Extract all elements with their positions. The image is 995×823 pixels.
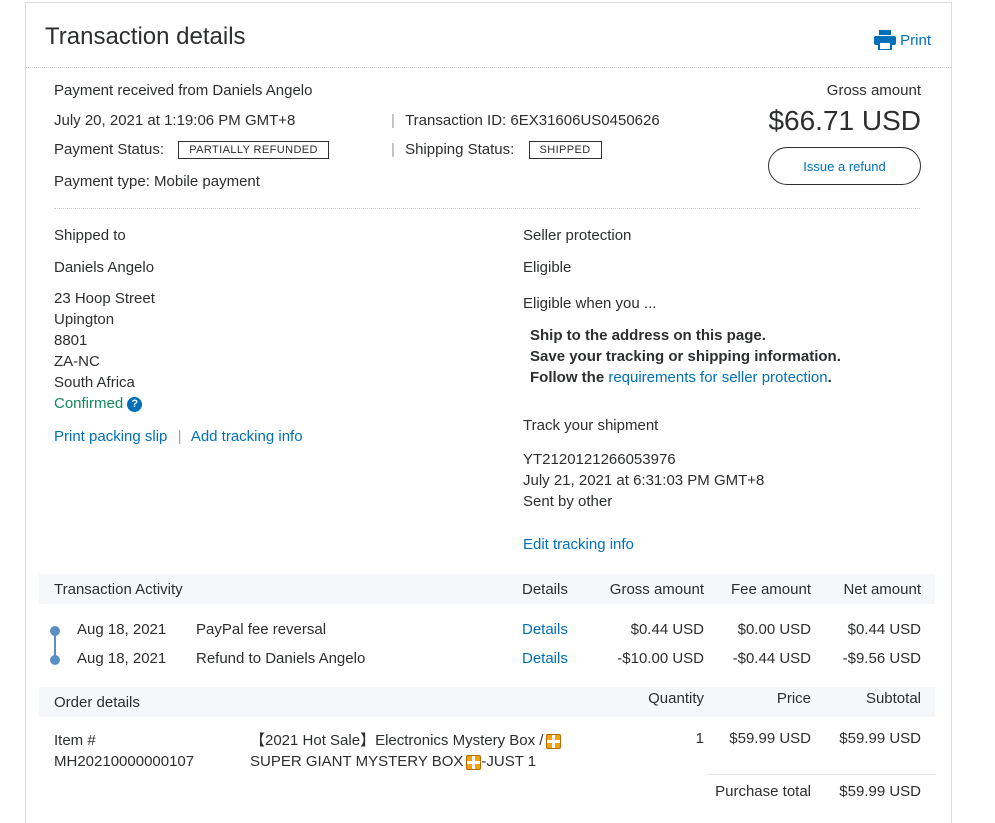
shipping-address: 23 Hoop Street Upington 8801 ZA-NC South… <box>54 288 155 414</box>
activity-header-gross: Gross amount <box>609 581 704 598</box>
payment-status-badge: PARTIALLY REFUNDED <box>178 141 329 160</box>
order-title: Order details <box>54 694 140 711</box>
seller-protection-status: Eligible <box>523 259 572 276</box>
address-status: Confirmed <box>54 395 124 412</box>
gross-amount-value: $66.71 USD <box>768 105 921 136</box>
item-label: Item # <box>54 732 96 749</box>
card-header: Transaction details Print <box>26 3 951 68</box>
tracking-info: YT2120121266053976 July 21, 2021 at 6:31… <box>523 449 764 512</box>
tracking-sent-by: Sent by other <box>523 493 613 510</box>
eligibility-item: Save your tracking or shipping informati… <box>530 348 841 365</box>
transaction-details-card: Transaction details Print Payment receiv… <box>25 2 952 823</box>
timeline-line <box>54 631 56 661</box>
item-price: $59.99 USD <box>729 730 811 747</box>
shipped-to-heading: Shipped to <box>54 227 126 244</box>
address-line: 8801 <box>54 332 88 349</box>
separator: | <box>391 141 395 158</box>
track-shipment-heading: Track your shipment <box>523 417 659 434</box>
seller-protection-heading: Seller protection <box>523 227 632 244</box>
question-icon[interactable]: ? <box>127 396 143 412</box>
eligible-when-label: Eligible when you ... <box>523 295 657 312</box>
eligibility-list: Ship to the address on this page. Save y… <box>530 325 841 388</box>
seller-protection-requirements-link[interactable]: requirements for seller protection <box>608 369 828 386</box>
address-line: Upington <box>54 311 115 328</box>
activity-title: Transaction Activity <box>54 581 183 598</box>
eligibility-item: Ship to the address on this page. <box>530 327 766 344</box>
order-header-subtotal: Subtotal <box>865 690 921 707</box>
edit-tracking-info-link[interactable]: Edit tracking info <box>523 536 634 553</box>
divider <box>706 774 935 775</box>
item-name: 【2021 Hot Sale】Electronics Mystery Box /… <box>250 730 562 772</box>
eligibility-item: Follow the requirements for seller prote… <box>530 369 832 386</box>
printer-icon <box>874 30 897 50</box>
activity-net: $0.44 USD <box>847 621 921 638</box>
activity-net: -$9.56 USD <box>842 650 921 667</box>
issue-refund-button[interactable]: Issue a refund <box>768 147 921 185</box>
activity-gross: -$10.00 USD <box>617 650 704 667</box>
address-line: 23 Hoop Street <box>54 290 155 307</box>
activity-date: Aug 18, 2021 <box>77 650 167 667</box>
timeline-dot <box>50 626 60 636</box>
shipping-status-label: Shipping Status: <box>405 141 515 158</box>
purchase-total-value: $59.99 USD <box>839 783 921 800</box>
activity-header-fee: Fee amount <box>730 581 811 598</box>
activity-description: Refund to Daniels Angelo <box>196 650 366 667</box>
gift-icon <box>546 733 562 749</box>
transaction-id: Transaction ID: 6EX31606US0450626 <box>405 112 660 129</box>
tracking-datetime: July 21, 2021 at 6:31:03 PM GMT+8 <box>523 472 765 489</box>
transaction-datetime: July 20, 2021 at 1:19:06 PM GMT+8 <box>54 112 296 129</box>
activity-details-link[interactable]: Details <box>522 621 568 638</box>
transaction-id-row: | Transaction ID: 6EX31606US0450626 <box>391 112 660 129</box>
activity-description: PayPal fee reversal <box>196 621 327 638</box>
gross-amount-label: Gross amount <box>826 82 921 99</box>
activity-fee: $0.00 USD <box>737 621 811 638</box>
item-number-cell: Item # MH20210000000107 <box>54 730 194 772</box>
item-number: MH20210000000107 <box>54 753 195 770</box>
purchase-total-label: Purchase total <box>715 783 811 800</box>
shipping-name: Daniels Angelo <box>54 259 155 276</box>
address-line: South Africa <box>54 374 135 391</box>
separator: | <box>391 112 395 129</box>
order-header-price: Price <box>776 690 811 707</box>
address-line: ZA-NC <box>54 353 100 370</box>
print-button[interactable]: Print <box>874 30 931 50</box>
tracking-number: YT2120121266053976 <box>523 451 676 468</box>
activity-fee: -$0.44 USD <box>732 650 811 667</box>
activity-details-link[interactable]: Details <box>522 650 568 667</box>
activity-date: Aug 18, 2021 <box>77 621 167 638</box>
activity-header-details: Details <box>522 581 568 598</box>
order-header-quantity: Quantity <box>648 690 704 707</box>
activity-header-net: Net amount <box>843 581 921 598</box>
payment-status-row: Payment Status: PARTIALLY REFUNDED <box>54 141 329 160</box>
item-quantity: 1 <box>695 730 704 747</box>
add-tracking-info-link[interactable]: Add tracking info <box>190 428 303 445</box>
received-from: Payment received from Daniels Angelo <box>54 82 313 99</box>
activity-gross: $0.44 USD <box>630 621 704 638</box>
divider <box>54 208 920 209</box>
shipping-status-badge: SHIPPED <box>528 141 602 160</box>
payment-status-label: Payment Status: <box>54 141 165 158</box>
print-label: Print <box>900 31 931 49</box>
payment-type: Payment type: Mobile payment <box>54 173 260 190</box>
separator: | <box>177 428 182 445</box>
print-packing-slip-link[interactable]: Print packing slip <box>54 428 168 445</box>
gift-icon <box>466 754 482 770</box>
timeline-dot <box>50 655 60 665</box>
item-subtotal: $59.99 USD <box>839 730 921 747</box>
order-header-bar <box>39 687 935 717</box>
shipping-links: Print packing slip | Add tracking info <box>54 428 303 445</box>
activity-header-bar <box>39 574 935 604</box>
page-title: Transaction details <box>45 23 246 50</box>
shipping-status-row: | Shipping Status: SHIPPED <box>391 141 602 160</box>
